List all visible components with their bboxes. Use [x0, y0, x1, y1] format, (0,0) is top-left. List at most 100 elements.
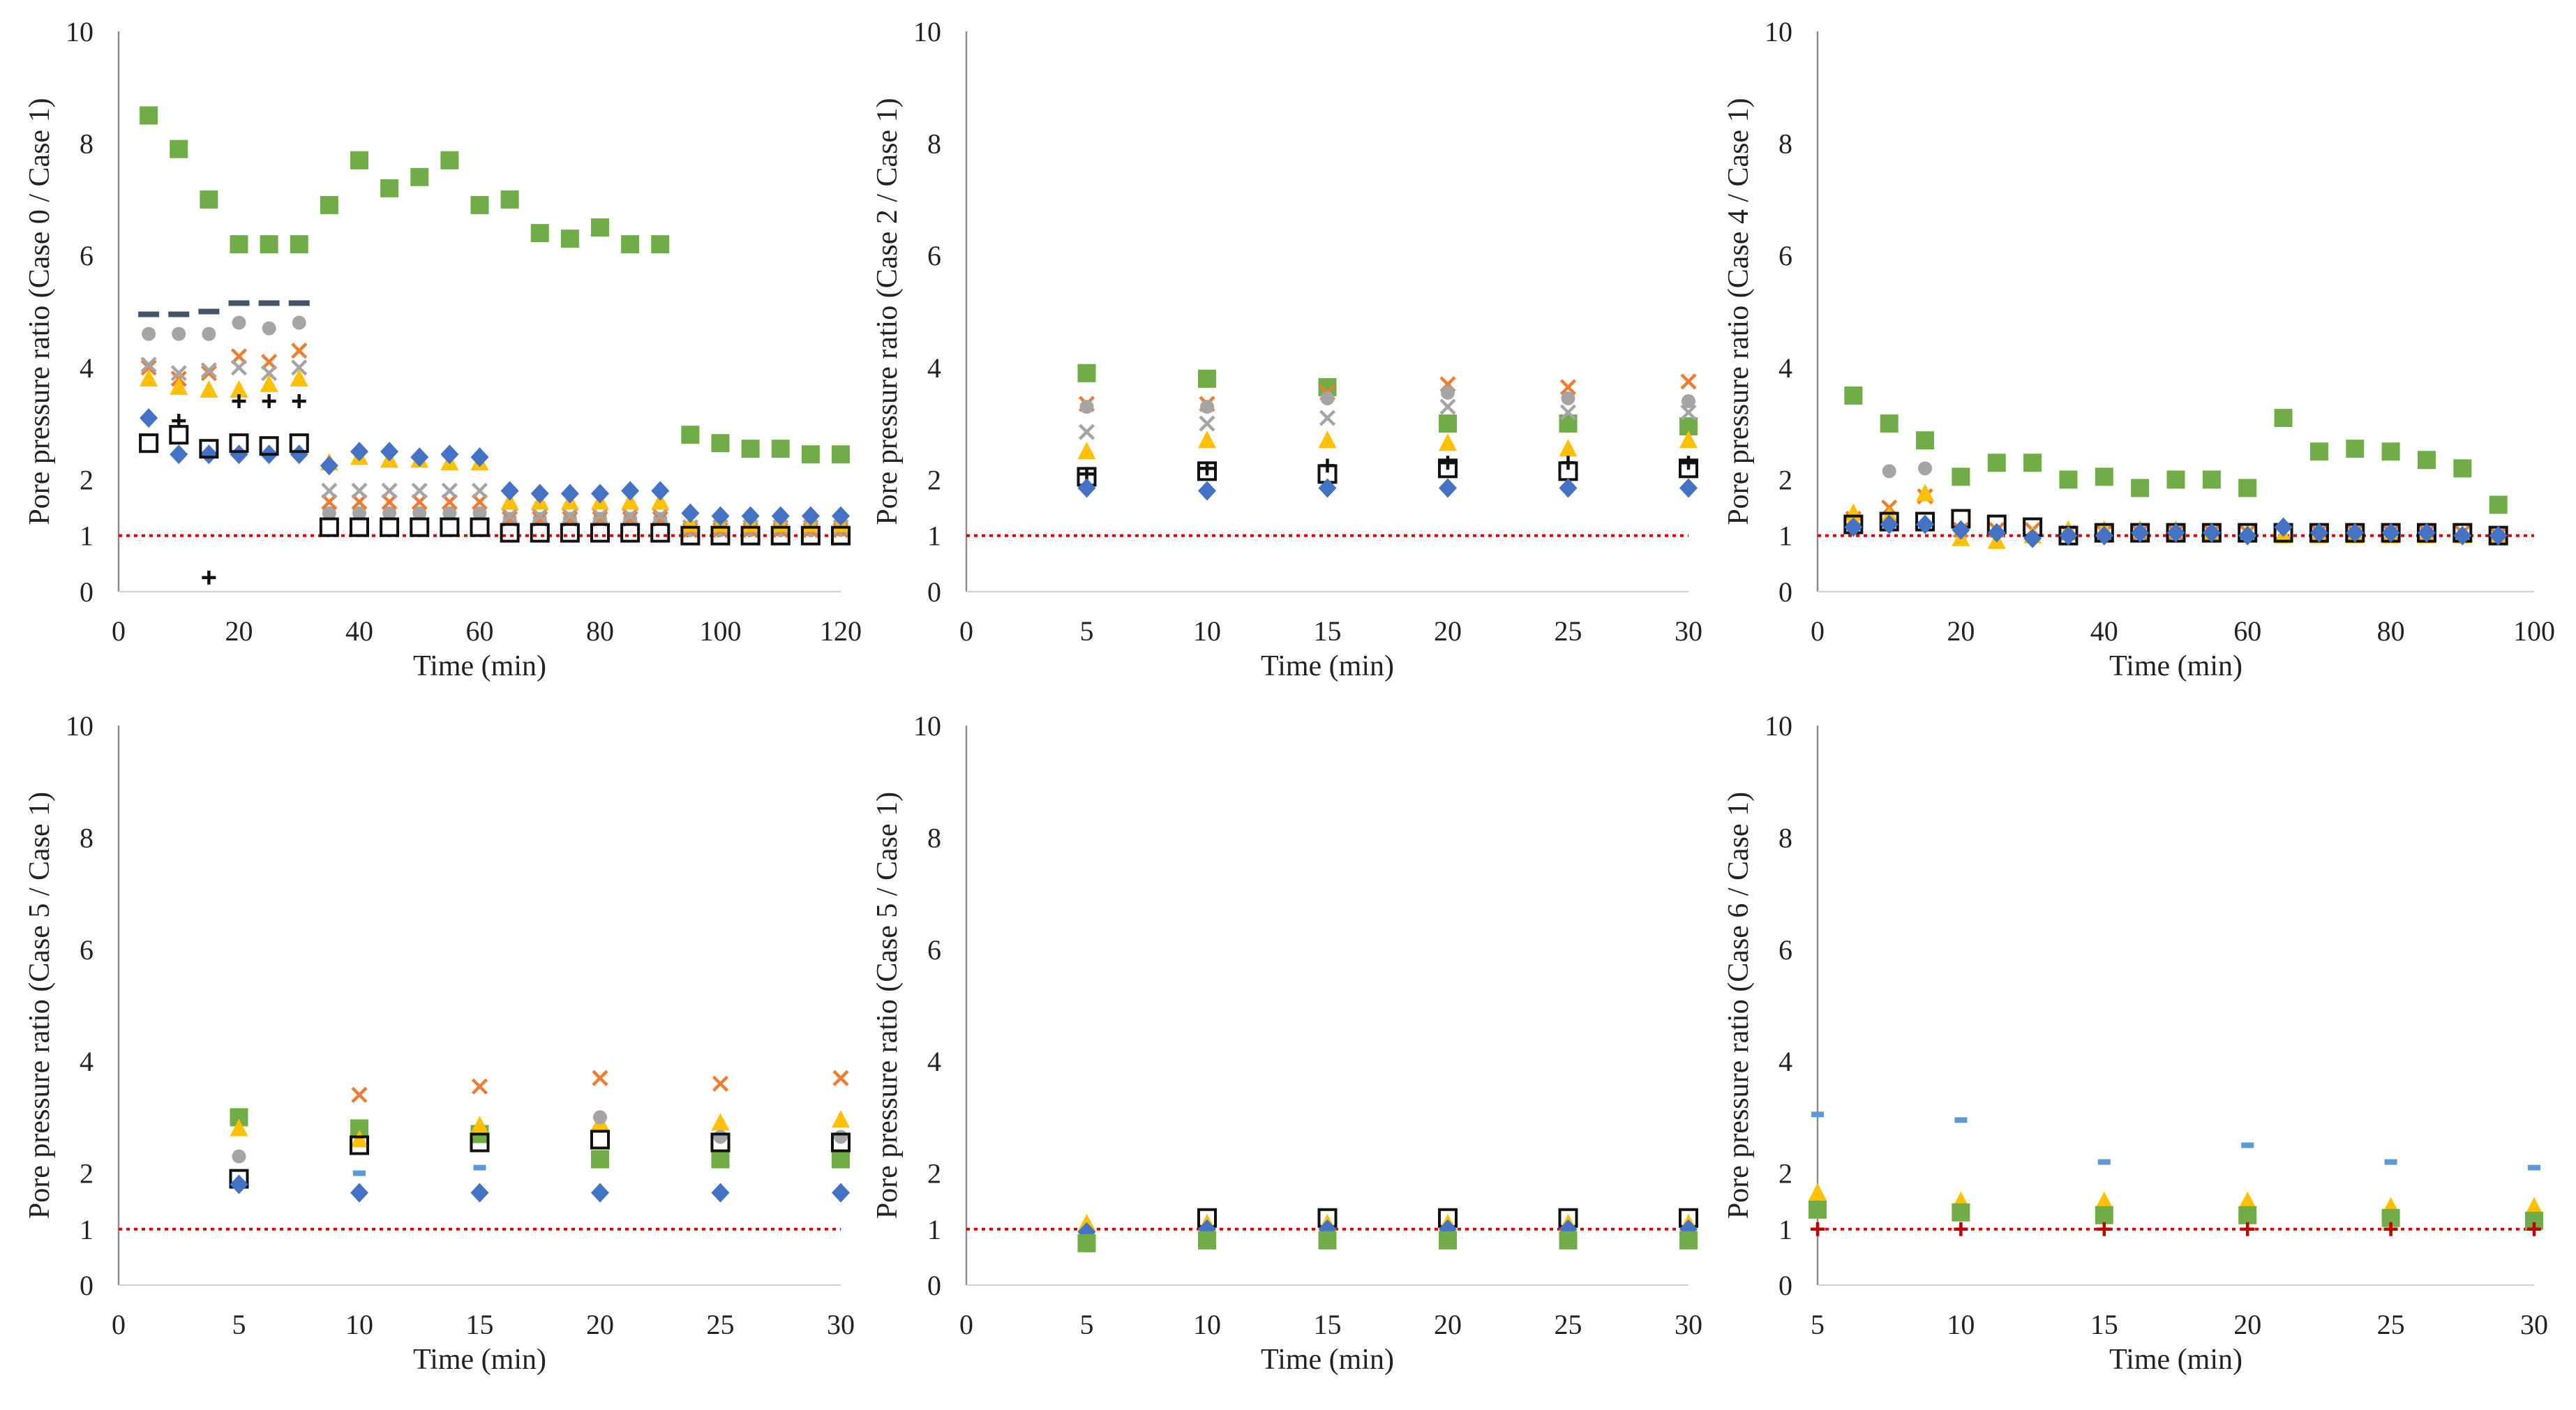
y-tick-label: 2	[80, 464, 93, 495]
point-gray_circle	[202, 327, 216, 341]
point-navy_dash	[138, 311, 160, 317]
point-gray_circle	[412, 506, 427, 520]
point-blue_diamond	[621, 481, 640, 501]
x-tick-label: 20	[1434, 615, 1462, 647]
point-gray_circle	[232, 1149, 246, 1164]
point-green_square	[1952, 1203, 1970, 1222]
point-blue_diamond	[771, 506, 790, 526]
point-green_square	[2131, 479, 2150, 497]
point-gray_x	[351, 482, 368, 500]
point-green_square	[290, 235, 308, 254]
point-blue_diamond	[2131, 523, 2150, 543]
point-yellow_triangle	[651, 492, 670, 510]
x-axis-label: Time (min)	[1261, 650, 1394, 682]
x-tick-label: 30	[2520, 1309, 2548, 1340]
point-blue_diamond	[1439, 478, 1457, 498]
point-gray_circle	[834, 1130, 848, 1144]
point-gray_x	[1680, 404, 1697, 421]
point-green_square	[681, 426, 700, 444]
point-green_square	[651, 235, 670, 254]
point-yellow_triangle	[1679, 430, 1698, 449]
point-green_square	[771, 440, 790, 458]
point-gray_circle	[1882, 464, 1896, 479]
y-tick-label: 4	[927, 352, 941, 384]
point-green_square	[1077, 1233, 1096, 1252]
point-green_square	[1880, 414, 1899, 433]
point-yellow_triangle	[260, 374, 278, 392]
series-yellow_triangle	[230, 1110, 850, 1148]
point-lightblue_dash	[1954, 1117, 1968, 1123]
y-axis-label: Pore pressure ratio (Case 2 / Case 1)	[871, 98, 904, 525]
point-orange_x	[471, 1078, 488, 1095]
point-black_open_square	[831, 525, 851, 546]
point-blue_diamond	[380, 442, 399, 462]
point-gray_x	[471, 482, 488, 500]
point-gray_x	[622, 508, 638, 525]
point-blue_diamond	[2238, 525, 2257, 546]
point-gray_x	[170, 365, 187, 382]
point-black_open_square	[380, 517, 400, 537]
point-black_plus	[232, 393, 246, 408]
point-gray_x	[200, 362, 217, 379]
point-orange_x	[592, 1070, 608, 1086]
point-gray_circle	[352, 506, 366, 520]
series-gray_circle	[1882, 461, 1933, 479]
point-blue_diamond	[200, 444, 218, 465]
point-black_open_square	[470, 1132, 490, 1153]
y-tick-label: 8	[1779, 128, 1792, 160]
point-blue_diamond	[440, 444, 459, 465]
point-green_square	[711, 1150, 730, 1169]
x-tick-label: 25	[2377, 1309, 2405, 1340]
x-tick-label: 120	[820, 615, 862, 647]
point-gray_circle	[142, 327, 156, 341]
point-black_open_square	[229, 433, 249, 453]
point-blue_diamond	[832, 1183, 850, 1203]
point-blue_diamond	[470, 447, 489, 467]
point-gray_x	[1319, 410, 1336, 426]
point-yellow_triangle	[1077, 442, 1096, 460]
point-green_square	[500, 190, 519, 209]
point-green_square	[2095, 467, 2113, 486]
y-tick-label: 6	[927, 934, 941, 966]
series-green_square	[1077, 1231, 1698, 1252]
point-black_open_square	[500, 523, 520, 543]
point-green_square	[1679, 1231, 1698, 1250]
series-blue_diamond	[140, 408, 850, 526]
x-tick-label: 0	[112, 1309, 126, 1340]
point-green_square	[741, 440, 760, 458]
x-tick-label: 80	[2377, 615, 2405, 647]
point-gray_circle	[292, 315, 306, 330]
series-lightblue_dash	[353, 1164, 486, 1176]
point-blue_diamond	[140, 408, 158, 428]
point-gray_circle	[232, 315, 246, 330]
point-blue_diamond	[2166, 523, 2185, 543]
y-tick-label: 2	[927, 1158, 941, 1190]
x-tick-label: 0	[959, 615, 973, 647]
x-tick-label: 15	[1314, 615, 1342, 647]
point-lightblue_dash	[353, 1170, 366, 1176]
x-tick-label: 5	[1080, 1309, 1094, 1340]
point-yellow_triangle	[1559, 439, 1578, 457]
point-green_square	[1077, 363, 1096, 382]
point-blue_diamond	[1077, 478, 1096, 498]
point-gray_x	[321, 482, 338, 500]
series-black_open_square	[1077, 458, 1698, 487]
point-green_square	[530, 224, 549, 243]
x-tick-label: 15	[2090, 1309, 2118, 1340]
point-blue_diamond	[2095, 525, 2113, 546]
y-tick-label: 6	[1779, 934, 1792, 966]
point-green_square	[1198, 1231, 1216, 1250]
point-green_square	[2059, 470, 2078, 489]
point-blue_diamond	[1559, 478, 1578, 498]
point-blue_diamond	[530, 483, 549, 504]
point-blue_diamond	[2381, 523, 2400, 543]
point-lightblue_dash	[1811, 1111, 1824, 1118]
point-black_plus	[1682, 456, 1695, 470]
point-yellow_triangle	[140, 368, 158, 387]
point-green_square	[1559, 1231, 1578, 1250]
series-blue_diamond	[1844, 514, 2508, 548]
series-black_open_square	[139, 425, 851, 546]
y-tick-label: 2	[927, 464, 941, 495]
point-orange_x	[1559, 379, 1577, 396]
point-blue_diamond	[681, 503, 700, 523]
